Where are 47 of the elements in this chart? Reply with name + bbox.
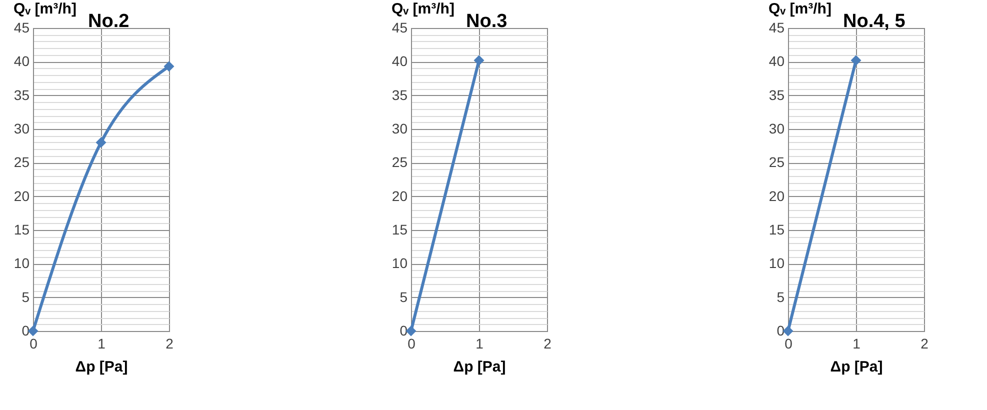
point — [96, 137, 106, 148]
y-tick-label: 25 — [392, 154, 408, 170]
y-tick-label: 25 — [14, 154, 30, 170]
y-tick-label: 15 — [392, 222, 408, 238]
y-tick-label: 40 — [768, 53, 785, 70]
x-tick-label: 2 — [166, 336, 174, 352]
point — [164, 61, 174, 72]
x-tick-label: 2 — [920, 336, 929, 352]
x-tick-label: 1 — [852, 336, 861, 352]
y-tick-label: 10 — [768, 255, 785, 272]
x-axis-title: Δp [Pa] — [75, 358, 128, 376]
y-tick-label: 20 — [768, 188, 785, 204]
y-tick-label: 30 — [392, 120, 408, 136]
x-tick-label: 2 — [544, 336, 552, 352]
y-tick-label: 35 — [14, 86, 30, 103]
y-tick-label: 15 — [768, 222, 785, 238]
y-tick-label: 10 — [392, 255, 408, 272]
y-tick-label: 5 — [22, 288, 30, 305]
y-tick-label: 5 — [776, 288, 785, 305]
y-tick-label: 40 — [392, 53, 408, 70]
x-tick-label: 1 — [476, 336, 484, 352]
y-tick-label: 45 — [392, 20, 408, 36]
y-tick-label: 5 — [400, 288, 408, 305]
x-tick-label: 1 — [98, 336, 106, 352]
y-tick-label: 20 — [14, 188, 30, 204]
y-tick-label: 10 — [14, 255, 30, 272]
chart-title: No.2 — [88, 11, 130, 32]
y-tick-label: 40 — [14, 53, 30, 70]
y-tick-label: 0 — [22, 322, 30, 338]
y-axis-title: Qᵥ [m³/h] — [392, 0, 454, 18]
y-tick-label: 0 — [776, 322, 785, 338]
y-tick-label: 30 — [14, 120, 30, 136]
chart-title: No.3 — [466, 11, 508, 32]
y-tick-label: 0 — [400, 322, 408, 338]
y-tick-label: 15 — [14, 222, 30, 238]
y-tick-label: 20 — [392, 188, 408, 204]
y-axis-title: Qᵥ [m³/h] — [768, 0, 832, 18]
y-tick-label: 30 — [768, 120, 785, 136]
chart-title: No.4, 5 — [843, 11, 906, 32]
y-tick-label: 35 — [768, 86, 785, 103]
y-tick-label: 25 — [768, 154, 785, 170]
x-axis-title: Δp [Pa] — [830, 358, 883, 376]
y-tick-label: 35 — [392, 86, 408, 103]
x-axis-title: Δp [Pa] — [453, 358, 506, 376]
y-axis-title: Qᵥ [m³/h] — [14, 0, 76, 18]
y-tick-label: 45 — [14, 20, 30, 36]
y-tick-label: 45 — [768, 20, 785, 36]
